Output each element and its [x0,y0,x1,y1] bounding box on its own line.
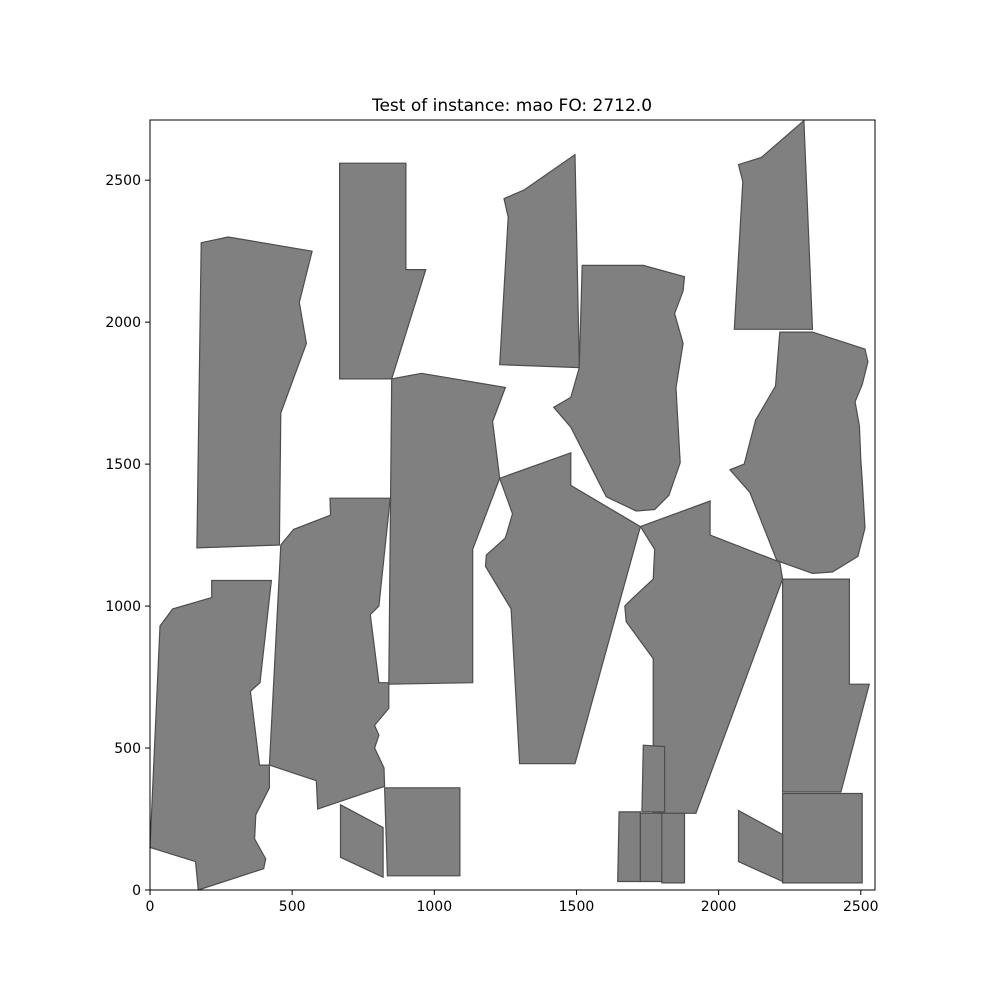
x-axis: 0 500 1000 1500 2000 2500 [146,890,879,915]
polygon-piece [196,236,313,549]
polygon-piece [781,578,871,793]
polygon-piece [499,153,580,369]
polygon-piece [388,372,507,685]
polygon-piece [149,579,273,891]
polygon-piece [383,787,461,877]
chart-title: Test of instance: mao FO: 2712.0 [371,96,652,116]
polygon-piece [728,331,869,575]
polygon-piece [268,497,391,810]
polygon-piece [339,803,384,879]
x-tick-label: 1000 [416,899,452,915]
x-tick-label: 2000 [701,899,737,915]
y-tick-label: 2000 [105,315,141,331]
y-tick-label: 0 [132,883,141,899]
y-tick-label: 500 [114,741,141,757]
polygon-piece [641,744,666,813]
polygon-piece [781,792,863,884]
y-tick-label: 1500 [105,457,141,473]
y-tick-label: 1000 [105,599,141,615]
polygon-piece [639,812,664,883]
polygon-piece [624,500,784,814]
polygon-piece [737,809,784,883]
polygon-piece [484,451,642,765]
y-tick-label: 2500 [105,173,141,189]
polygon-piece [661,812,686,884]
x-tick-label: 0 [146,899,155,915]
x-tick-label: 500 [279,899,306,915]
polygon-pieces [149,119,871,891]
polygon-piece [552,264,686,512]
polygon-piece [617,811,642,883]
polygon-piece [339,162,427,380]
x-tick-label: 1500 [559,899,595,915]
x-tick-label: 2500 [843,899,879,915]
plot-area-frame [149,119,876,891]
polygon-piece [733,119,814,330]
y-axis: 0 500 1000 1500 2000 2500 [105,173,150,899]
